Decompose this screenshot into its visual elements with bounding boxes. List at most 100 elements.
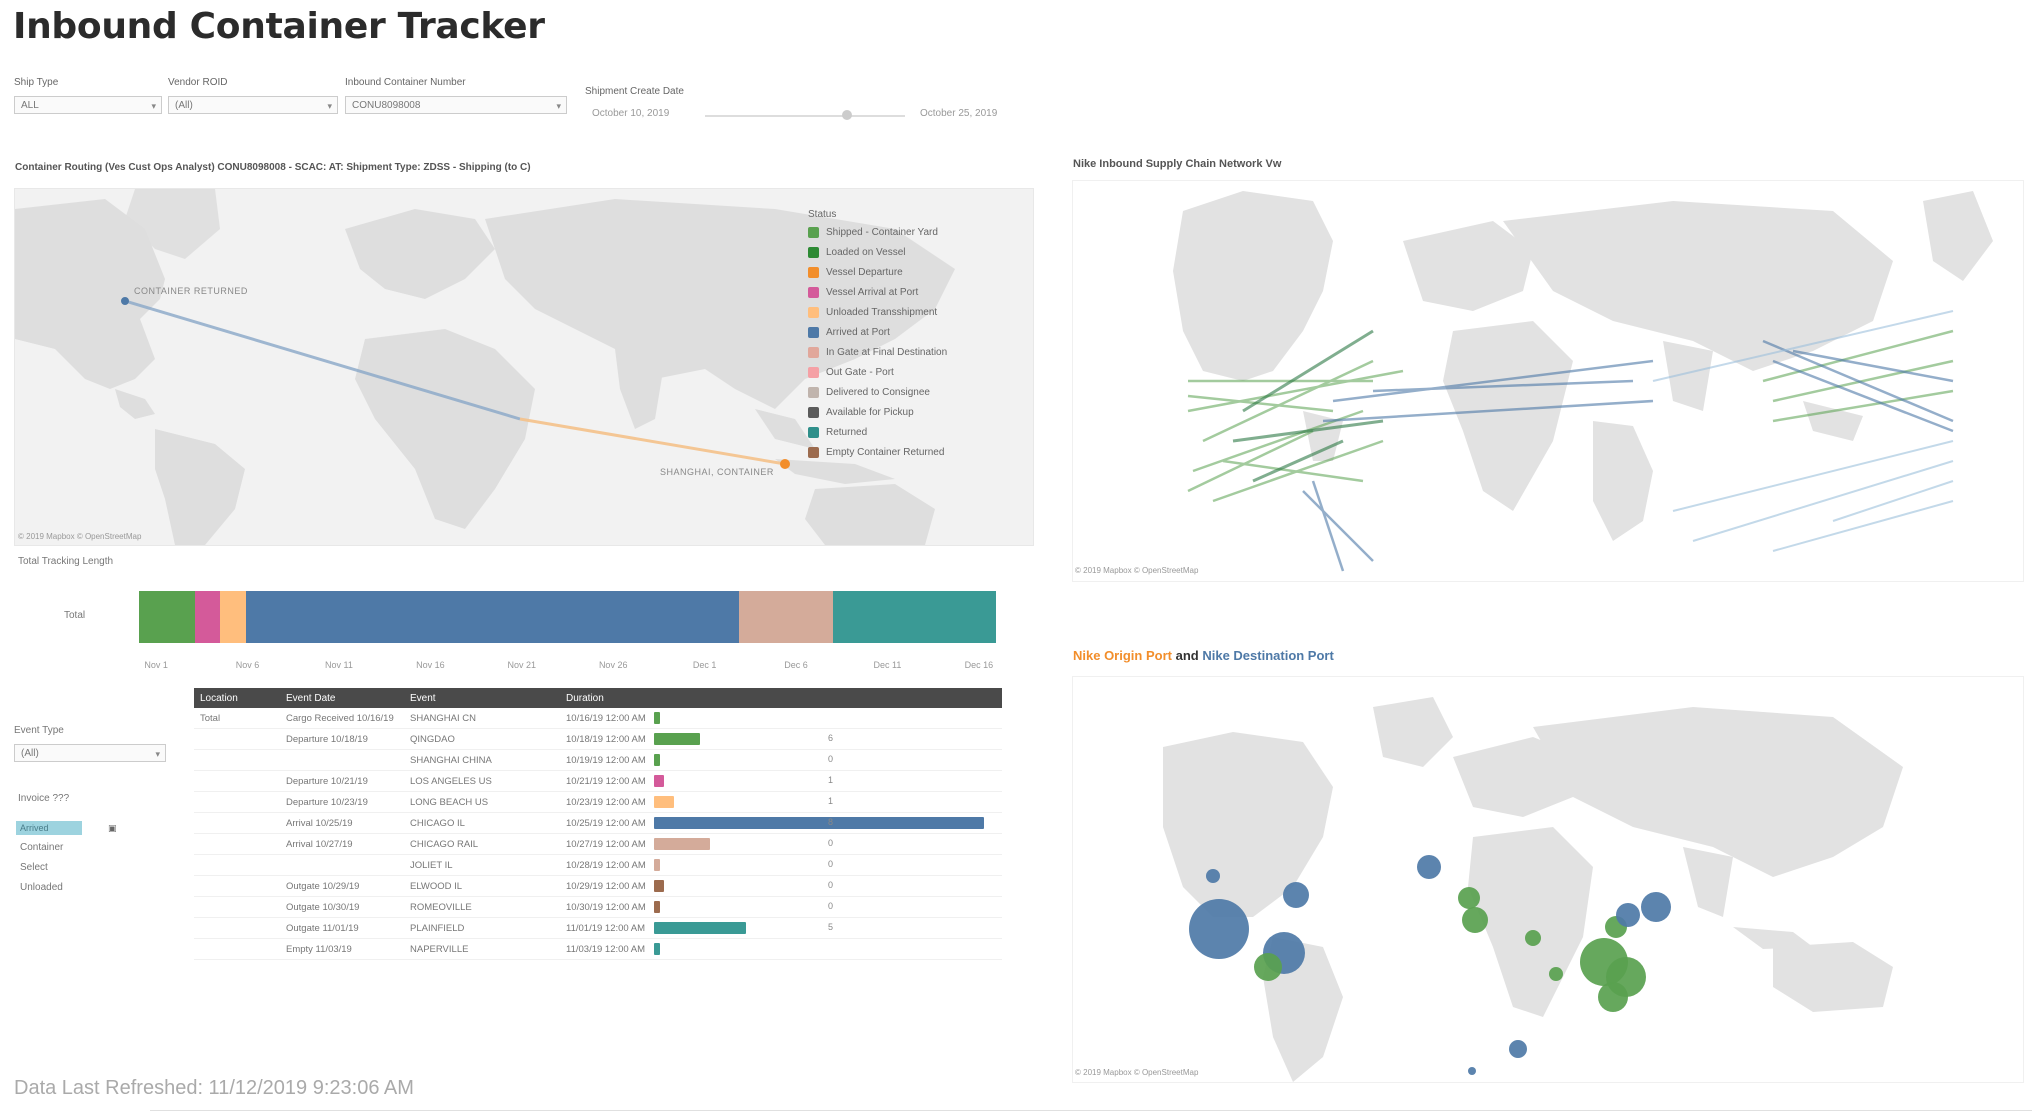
invoice-option-select[interactable]: Select <box>20 862 48 873</box>
date-range-slider[interactable] <box>705 115 905 117</box>
container-number-value: CONU8098008 <box>352 100 421 111</box>
table-duration-bar <box>654 880 664 892</box>
table-row[interactable]: Arrival 10/25/19 CHICAGO IL 10/25/19 12:00… <box>194 813 1002 834</box>
table-cell-dur: 10/18/19 12:00 AM <box>566 733 646 745</box>
table-cell-event: LONG BEACH US <box>410 796 489 808</box>
table-row[interactable]: SHANGHAI CHINA 10/19/19 12:00 AM 0 <box>194 750 1002 771</box>
table-row[interactable]: Outgate 10/30/19 ROMEOVILLE 10/30/19 12:00… <box>194 897 1002 918</box>
legend-item[interactable]: Unloaded Transshipment <box>808 302 1030 322</box>
and-title: and <box>1175 648 1199 663</box>
table-duration-bar <box>654 733 701 745</box>
table-cell-event: CHICAGO IL <box>410 817 465 829</box>
route-map[interactable] <box>14 188 1034 546</box>
legend-item[interactable]: Out Gate - Port <box>808 362 1030 382</box>
table-row[interactable]: Departure 10/23/19 LONG BEACH US 10/23/19 … <box>194 792 1002 813</box>
legend-item[interactable]: Shipped - Container Yard <box>808 222 1030 242</box>
legend-label: Empty Container Returned <box>826 446 945 458</box>
legend-item[interactable]: Available for Pickup <box>808 402 1030 422</box>
table-row[interactable]: Empty 11/03/19 NAPERVILLE 11/03/19 12:00 A… <box>194 939 1002 960</box>
time-axis-tick: Nov 6 <box>235 660 260 670</box>
legend-item[interactable]: Arrived at Port <box>808 322 1030 342</box>
table-cell-event: ELWOOD IL <box>410 880 463 892</box>
time-bar-segment[interactable] <box>833 591 996 643</box>
time-bar-segment[interactable] <box>738 591 834 643</box>
time-bar[interactable] <box>139 591 996 643</box>
page-title: Inbound Container Tracker <box>13 6 545 47</box>
invoice-option-unloaded[interactable]: Unloaded <box>20 882 63 893</box>
table-row[interactable]: Departure 10/18/19 QINGDAO 10/18/19 12:00 … <box>194 729 1002 750</box>
table-duration-bar <box>654 943 660 955</box>
date-start-value[interactable]: October 10, 2019 <box>592 108 670 119</box>
header-event[interactable]: Event <box>410 692 436 704</box>
table-row[interactable]: Departure 10/21/19 LOS ANGELES US 10/21/19… <box>194 771 1002 792</box>
legend-label: Shipped - Container Yard <box>826 226 938 238</box>
legend-item[interactable]: Vessel Arrival at Port <box>808 282 1030 302</box>
table-cell-date: Outgate 10/30/19 <box>286 901 360 913</box>
time-axis-tick: Nov 21 <box>507 660 537 670</box>
invoice-option-label: Arrived <box>16 821 82 835</box>
event-table: Location Event Date Event Duration Total… <box>194 688 1002 960</box>
header-location[interactable]: Location <box>200 692 238 704</box>
legend-label: Returned <box>826 426 868 438</box>
legend-swatch <box>808 246 819 258</box>
legend-label: Out Gate - Port <box>826 366 894 378</box>
legend-label: Arrived at Port <box>826 326 890 338</box>
vendor-select[interactable]: (All) ▾ <box>168 96 338 114</box>
invoice-option-container[interactable]: Container <box>20 842 64 853</box>
footer-divider <box>150 1110 2032 1111</box>
legend-label: Loaded on Vessel <box>826 246 906 258</box>
table-row[interactable]: Outgate 10/29/19 ELWOOD IL 10/29/19 12:00 … <box>194 876 1002 897</box>
legend-swatch <box>808 426 819 438</box>
last-refreshed: Data Last Refreshed: 11/12/2019 9:23:06 … <box>14 1077 414 1099</box>
date-slider-handle[interactable] <box>842 110 852 120</box>
table-cell-dur: 10/28/19 12:00 AM <box>566 859 646 871</box>
table-row[interactable]: Outgate 11/01/19 PLAINFIELD 11/01/19 12:00… <box>194 918 1002 939</box>
table-cell-date: Empty 11/03/19 <box>286 943 352 955</box>
time-bar-segment[interactable] <box>139 591 195 643</box>
filter-label-vendor: Vendor ROID <box>168 77 228 88</box>
legend-item[interactable]: Delivered to Consignee <box>808 382 1030 402</box>
legend-item[interactable]: Loaded on Vessel <box>808 242 1030 262</box>
container-number-select[interactable]: CONU8098008 ▾ <box>345 96 567 114</box>
port-map[interactable] <box>1072 676 2024 1083</box>
route-legend: Status Shipped - Container Yard Loaded on… <box>808 206 1030 462</box>
legend-swatch <box>808 266 819 278</box>
date-end-value[interactable]: October 25, 2019 <box>920 108 998 119</box>
origin-port-title: Nike Origin Port <box>1073 648 1172 663</box>
table-duration-count: 1 <box>828 796 834 806</box>
table-cell-dur: 10/23/19 12:00 AM <box>566 796 646 808</box>
table-row[interactable]: JOLIET IL 10/28/19 12:00 AM 0 <box>194 855 1002 876</box>
legend-label: Available for Pickup <box>826 406 914 418</box>
invoice-label: Invoice ??? <box>18 793 70 804</box>
table-duration-bar <box>654 901 660 913</box>
table-header: Location Event Date Event Duration <box>194 688 1002 708</box>
invoice-option-arrived[interactable]: Arrived ▣ <box>16 818 136 838</box>
table-row[interactable]: Arrival 10/27/19 CHICAGO RAIL 10/27/19 12:… <box>194 834 1002 855</box>
time-bar-segment[interactable] <box>194 591 221 643</box>
header-duration[interactable]: Duration <box>566 692 604 704</box>
event-type-select[interactable]: (All) ▾ <box>14 744 166 762</box>
table-duration-bar-cell: 8 <box>650 813 1002 833</box>
legend-label: Vessel Arrival at Port <box>826 286 919 298</box>
legend-item[interactable]: Returned <box>808 422 1030 442</box>
legend-swatch <box>808 366 819 378</box>
time-bar-segment[interactable] <box>220 591 247 643</box>
legend-item[interactable]: Empty Container Returned <box>808 442 1030 462</box>
table-cell-event: SHANGHAI CHINA <box>410 754 492 766</box>
network-map-heading: Nike Inbound Supply Chain Network Vw <box>1073 158 1282 170</box>
time-bar-segment[interactable] <box>246 591 739 643</box>
table-cell-event: ROMEOVILLE <box>410 901 472 913</box>
ship-type-select[interactable]: ALL ▾ <box>14 96 162 114</box>
header-event-date[interactable]: Event Date <box>286 692 336 704</box>
table-duration-bar <box>654 754 660 766</box>
table-cell-dur: 10/25/19 12:00 AM <box>566 817 646 829</box>
table-duration-bar <box>654 712 660 724</box>
table-cell-event: NAPERVILLE <box>410 943 469 955</box>
legend-item[interactable]: Vessel Departure <box>808 262 1030 282</box>
legend-title: Status <box>808 208 837 220</box>
legend-item[interactable]: In Gate at Final Destination <box>808 342 1030 362</box>
network-map-svg <box>1173 191 1993 572</box>
legend-swatch <box>808 306 819 318</box>
table-row[interactable]: Total Cargo Received 10/16/19 SHANGHAI CN 1… <box>194 708 1002 729</box>
network-map[interactable] <box>1072 180 2024 582</box>
